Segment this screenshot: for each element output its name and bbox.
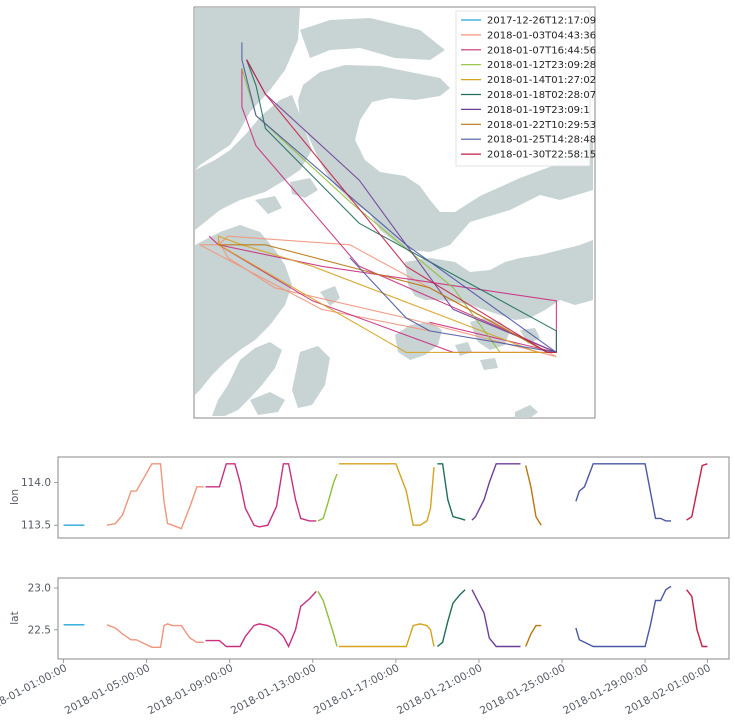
map-panel: 2017-12-26T12:17:09 2018-01-03T04:43:36 20… [193, 6, 596, 419]
land-mass [195, 225, 292, 395]
legend-label: 2018-01-12T23:09:28 [487, 60, 596, 71]
land-mass [292, 346, 330, 408]
legend-label: 2018-01-22T10:29:53 [487, 120, 596, 131]
lon-series-line [317, 473, 338, 522]
map-track [246, 59, 557, 353]
legend-label: 2018-01-19T23:09:1 [487, 105, 590, 116]
y-tick-label: 22.5 [28, 624, 51, 636]
land-mass [265, 150, 292, 170]
lon-series-line [686, 463, 708, 521]
x-tick-label: 2018-01-21:00:00 [395, 662, 484, 717]
land-mass [195, 95, 312, 230]
x-tick-label: 2018-01-09:00:00 [146, 662, 235, 717]
map-track [218, 244, 548, 353]
map-track [208, 68, 557, 354]
lat-series-line [525, 624, 542, 647]
x-tick-label: 2018-01-01:00:00 [0, 662, 69, 717]
map-track [246, 59, 557, 353]
lat-panel: lat 22.5 23.0 2018-01-01:00:002018-01-05:… [0, 577, 730, 717]
legend-label: 2018-01-03T04:43:36 [487, 30, 596, 41]
lon-series-line [205, 463, 317, 528]
legend-label: 2018-01-25T14:28:48 [487, 135, 596, 146]
x-tick-label: 2018-01-25:00:00 [478, 662, 567, 717]
lat-axis-label: lat [9, 611, 21, 624]
lon-axis-label: lon [9, 489, 21, 505]
land-mass [515, 405, 538, 418]
land-mass [250, 392, 285, 415]
land-mass [300, 18, 445, 60]
land-mass [320, 286, 340, 306]
land-mass [540, 285, 560, 300]
lat-series-line [338, 623, 435, 648]
land-mass [520, 328, 540, 344]
land-mass [195, 8, 593, 252]
lon-series-line [575, 463, 671, 522]
land-mass [480, 358, 498, 370]
lon-panel: lon 113.5 114.0 [9, 456, 730, 539]
lat-series-line [436, 589, 466, 648]
x-tick-label: 2018-01-17:00:00 [312, 662, 401, 717]
map-legend: 2017-12-26T12:17:09 2018-01-03T04:43:36 20… [455, 10, 596, 167]
legend-label: 2017-12-26T12:17:09 [487, 16, 596, 27]
legend-label: 2018-01-30T22:58:15 [487, 150, 596, 161]
lat-series-line [575, 585, 672, 648]
legend-label: 2018-01-14T01:27:02 [487, 75, 596, 86]
lat-series-line [106, 623, 204, 648]
lat-series-line [686, 589, 708, 648]
x-tick-label: 2018-01-05:00:00 [63, 662, 152, 717]
lon-series-line [525, 465, 542, 526]
lat-series-line [205, 590, 317, 649]
legend-label: 2018-01-07T16:44:56 [487, 45, 596, 56]
land-mass [255, 196, 282, 214]
lon-series-line [437, 463, 466, 521]
lon-series-line [338, 463, 435, 526]
map-tracks [199, 42, 557, 358]
map-track [217, 235, 557, 353]
y-tick-label: 114.0 [21, 477, 51, 489]
y-tick-label: 113.5 [21, 520, 51, 532]
map-track [241, 42, 557, 353]
lon-series-line [471, 463, 521, 521]
y-tick-label: 23.0 [28, 583, 51, 595]
lon-series-line [106, 463, 204, 530]
lat-series-line [471, 589, 521, 648]
land-mass [212, 342, 282, 416]
x-tick-label: 2018-01-13:00:00 [229, 662, 318, 717]
map-track [199, 235, 557, 358]
lat-series-line [317, 591, 338, 647]
legend-label: 2018-01-18T02:28:07 [487, 90, 596, 101]
